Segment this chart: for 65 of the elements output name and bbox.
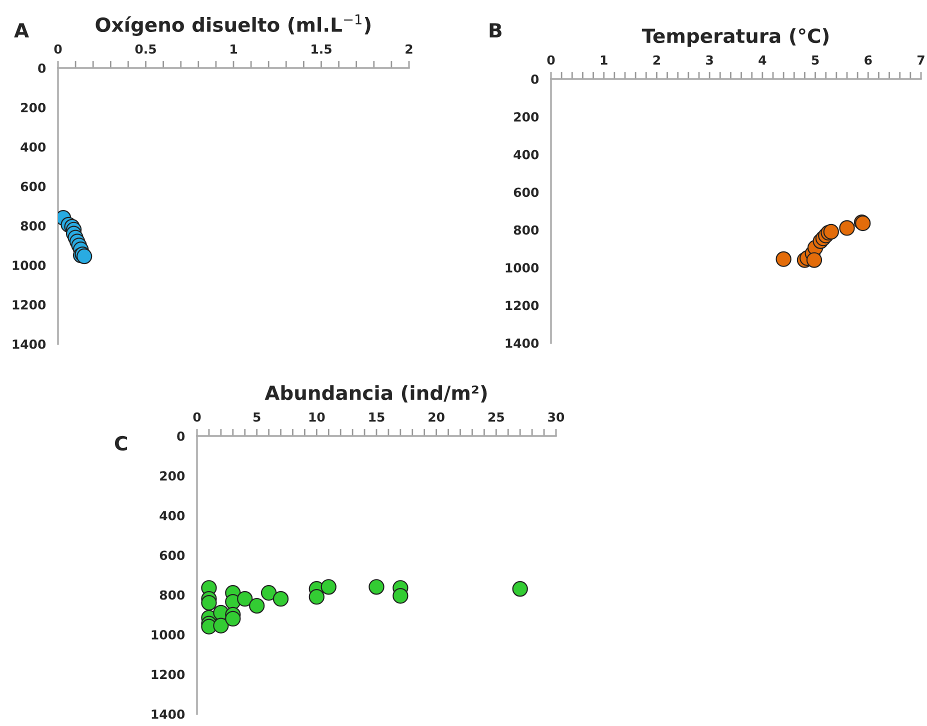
x-tick-label: 2 [653, 55, 660, 65]
point [806, 252, 822, 268]
y-tick-label: 1400 [506, 338, 539, 348]
point [776, 251, 792, 267]
y-tick-label: 200 [21, 102, 46, 112]
x-tick-label: 30 [548, 412, 564, 422]
x-tick-label: 0 [54, 44, 62, 54]
x-tick-label: 7 [917, 55, 924, 65]
x-tick-label: 0.5 [135, 44, 156, 54]
y-tick-label: 200 [514, 112, 539, 122]
text: C [114, 436, 128, 451]
y-tick-label: 0 [38, 63, 46, 73]
x-tick-label: 6 [864, 55, 872, 65]
x-tick-label: 3 [706, 55, 713, 65]
y-tick-label: 0 [177, 431, 185, 441]
text: B [490, 23, 502, 38]
y-tick-label: 1000 [152, 630, 185, 640]
chart-title: Abundancia (ind/m²) [264, 385, 487, 402]
point [839, 220, 855, 236]
x-tick-label: 1 [600, 55, 608, 65]
point [248, 598, 265, 614]
y-tick-label: 400 [20, 142, 46, 152]
point [392, 588, 408, 604]
x-tick-label: 1 [230, 44, 237, 54]
x-tick-label: 25 [488, 412, 504, 422]
x-tick-label: 15 [369, 412, 384, 422]
x-tick-label: 5 [253, 412, 260, 422]
y-tick-label: 1400 [12, 339, 46, 349]
y-tick-label: 1200 [12, 300, 46, 310]
point [213, 618, 229, 634]
chart-title: Temperatura (°C) [642, 28, 828, 47]
text: A [14, 23, 29, 38]
y-tick-label: 400 [160, 510, 185, 520]
y-tick-label: 1400 [152, 709, 185, 719]
x-tick-label: 2 [406, 44, 412, 54]
x-tick-label: 5 [812, 55, 819, 65]
y-tick-label: 800 [20, 221, 46, 231]
y-tick-label: 200 [160, 471, 185, 481]
chart-title: Oxígeno disuelto (ml.L$^{−1}$) [96, 14, 370, 36]
y-tick-label: 1000 [506, 263, 539, 272]
point [201, 594, 217, 611]
x-tick-label: 20 [428, 412, 444, 422]
y-tick-label: 1200 [506, 300, 539, 310]
y-tick-label: 400 [514, 150, 539, 160]
y-tick-label: 600 [20, 182, 46, 192]
y-tick-label: 800 [514, 225, 539, 235]
point [320, 579, 336, 595]
point [272, 590, 289, 607]
y-tick-label: 800 [160, 590, 185, 600]
x-tick-label: 0 [193, 412, 201, 422]
x-tick-label: 1.5 [312, 44, 332, 54]
y-tick-label: 0 [531, 74, 539, 84]
point [368, 579, 384, 595]
y-tick-label: 1200 [152, 670, 185, 680]
x-tick-label: 4 [758, 55, 766, 65]
point [260, 585, 277, 601]
y-tick-label: 1000 [12, 260, 46, 270]
point [237, 590, 253, 607]
y-tick-label: 600 [160, 550, 185, 560]
y-tick-label: 600 [514, 188, 539, 198]
point [512, 581, 528, 597]
point [225, 610, 241, 627]
point [308, 589, 325, 605]
x-tick-label: 0 [547, 55, 555, 65]
x-tick-label: 10 [309, 412, 325, 422]
